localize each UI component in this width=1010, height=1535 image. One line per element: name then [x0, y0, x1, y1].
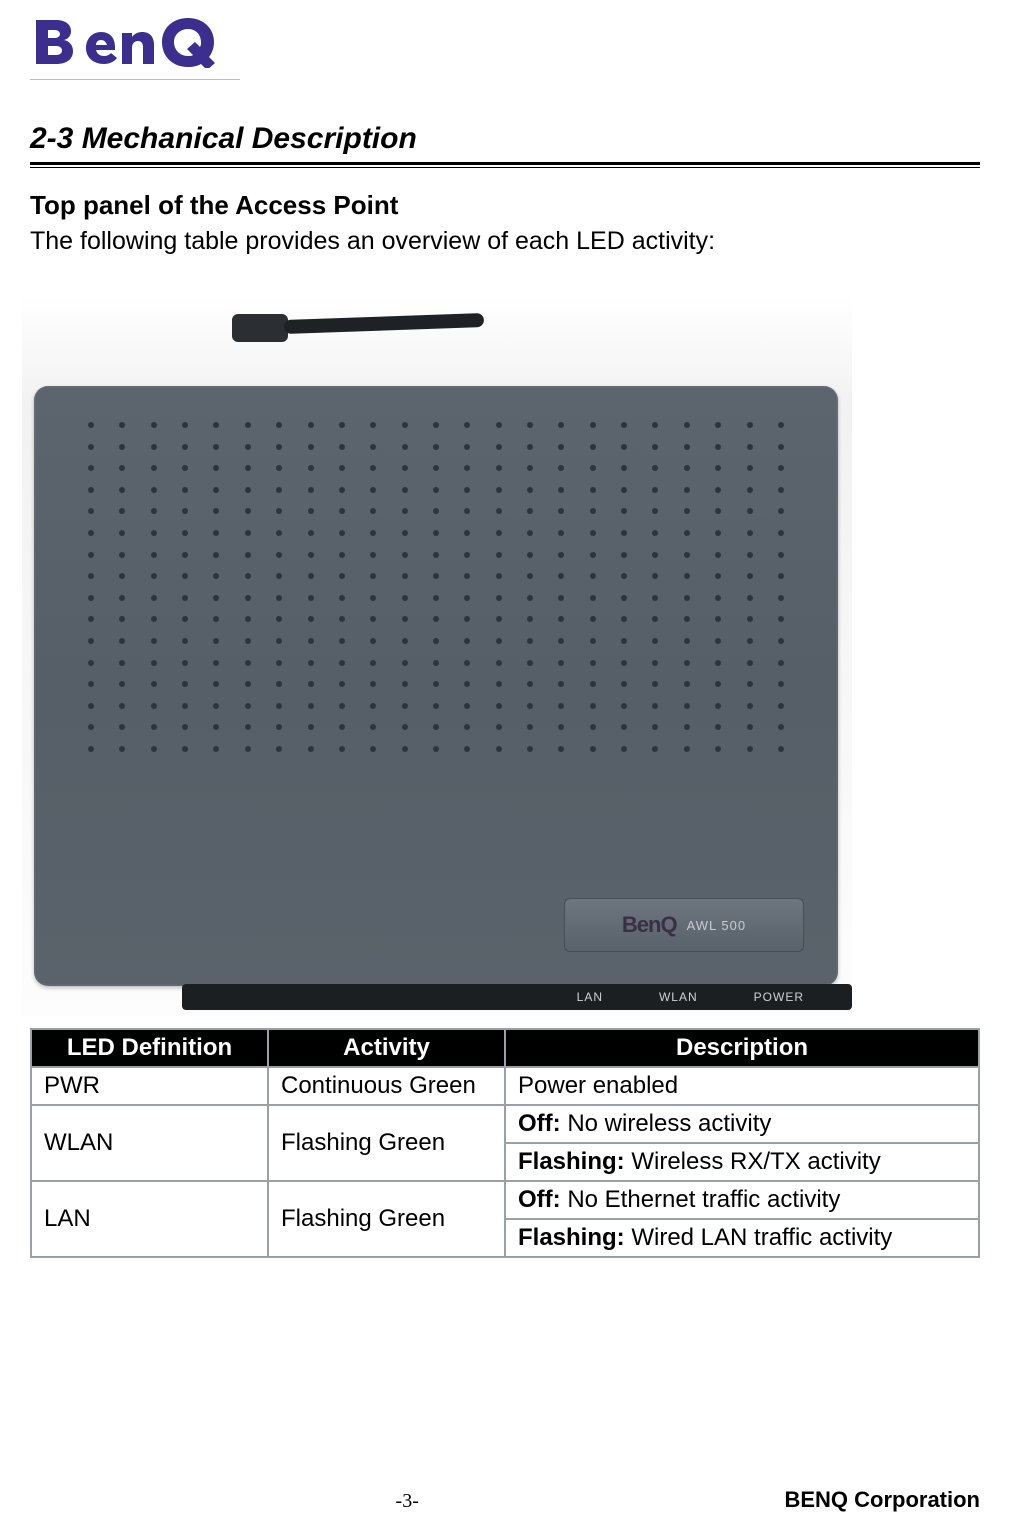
- benq-logo: [30, 8, 220, 68]
- ledge-label-wlan: WLAN: [659, 990, 698, 1004]
- device-body: BenQ AWL 500: [34, 386, 838, 986]
- device-grille: [88, 422, 784, 752]
- device-antenna: [232, 310, 492, 346]
- device-figure: BenQ AWL 500 LAN WLAN POWER: [22, 296, 852, 1016]
- td-activity: Flashing Green: [268, 1105, 505, 1181]
- table-row: LANFlashing GreenOff: No Ethernet traffi…: [31, 1181, 979, 1219]
- lead-paragraph: The following table provides an overview…: [30, 227, 980, 256]
- footer-corp: BENQ Corporation: [784, 1487, 980, 1513]
- ledge-label-lan: LAN: [577, 990, 603, 1004]
- td-description: Flashing: Wired LAN traffic activity: [505, 1219, 979, 1257]
- table-row: WLANFlashing GreenOff: No wireless activ…: [31, 1105, 979, 1143]
- td-led-definition: WLAN: [31, 1105, 268, 1181]
- device-ledge: LAN WLAN POWER: [182, 984, 852, 1010]
- section-rule: [30, 162, 980, 168]
- td-led-definition: LAN: [31, 1181, 268, 1257]
- td-description: Flashing: Wireless RX/TX activity: [505, 1143, 979, 1181]
- nameplate-brand: BenQ: [622, 912, 677, 938]
- section-title: 2-3 Mechanical Description: [30, 122, 980, 156]
- nameplate-model: AWL 500: [687, 918, 747, 933]
- td-activity: Flashing Green: [268, 1181, 505, 1257]
- td-description: Off: No wireless activity: [505, 1105, 979, 1143]
- td-description: Power enabled: [505, 1067, 979, 1105]
- page-footer: -3- BENQ Corporation: [30, 1487, 980, 1513]
- td-activity: Continuous Green: [268, 1067, 505, 1105]
- page-number: -3-: [30, 1490, 784, 1513]
- th-description: Description: [505, 1029, 979, 1067]
- th-activity: Activity: [268, 1029, 505, 1067]
- th-led-definition: LED Definition: [31, 1029, 268, 1067]
- led-table: LED Definition Activity Description PWRC…: [30, 1028, 980, 1258]
- logo-divider: [30, 79, 240, 80]
- logo-area: [30, 0, 980, 80]
- subtitle: Top panel of the Access Point: [30, 190, 980, 221]
- device-nameplate: BenQ AWL 500: [564, 898, 804, 952]
- td-led-definition: PWR: [31, 1067, 268, 1105]
- ledge-label-power: POWER: [754, 990, 804, 1004]
- table-row: PWRContinuous GreenPower enabled: [31, 1067, 979, 1105]
- td-description: Off: No Ethernet traffic activity: [505, 1181, 979, 1219]
